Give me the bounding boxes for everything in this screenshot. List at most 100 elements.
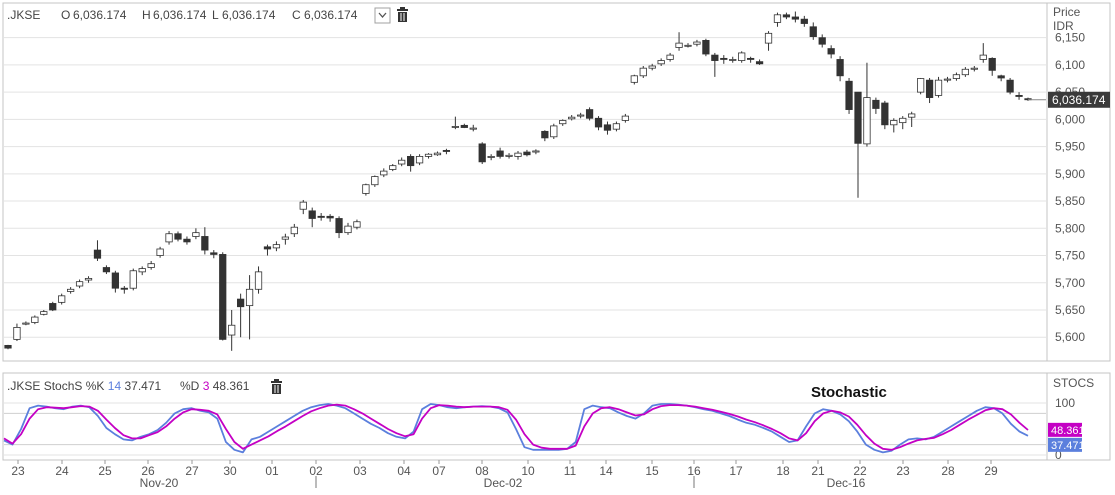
ohlc-low-key: L [212, 8, 219, 22]
candle [31, 315, 39, 325]
candle-body [541, 130, 549, 139]
candle-body [317, 215, 325, 218]
candle [881, 100, 889, 130]
ohlc-high-value: 6,036.174 [153, 8, 207, 22]
price-y-tick: 5,850 [1055, 194, 1085, 208]
x-axis-day: 21 [811, 460, 825, 478]
candle [4, 344, 12, 350]
candle-body [469, 127, 477, 130]
x-axis-day: 22 [853, 460, 867, 478]
x-axis-day: 08 [475, 460, 489, 478]
candle-body [961, 68, 969, 76]
candle [988, 57, 996, 76]
x-tick-label: 24 [55, 464, 69, 478]
x-tick-label: 11 [564, 464, 577, 478]
candle-body [773, 14, 782, 23]
x-axis-day: 04 [397, 460, 411, 478]
x-tick-label: 27 [185, 464, 199, 478]
candle [809, 22, 817, 40]
candle [657, 58, 665, 66]
candle [272, 241, 281, 252]
candle-body [263, 246, 272, 250]
trash-icon[interactable] [271, 379, 282, 394]
stoch-grid [4, 402, 1046, 456]
candle-body [881, 102, 889, 126]
candle-body [988, 57, 996, 71]
candle-body [407, 156, 415, 167]
candle [505, 153, 513, 159]
x-axis-day: 24 [55, 460, 69, 478]
candle-body [585, 109, 594, 119]
candle [308, 207, 316, 228]
candle-body [156, 248, 164, 256]
candle-body [237, 298, 245, 308]
candle [970, 65, 978, 72]
candle [639, 65, 647, 78]
price-symbol: .JKSE [7, 8, 40, 22]
candle-body [764, 32, 773, 44]
candle-body [183, 238, 191, 243]
candle-body [254, 271, 263, 290]
candle-body [899, 117, 907, 124]
candle [129, 268, 137, 291]
candle [299, 199, 307, 215]
x-tick-label: 03 [353, 464, 367, 478]
candle-body [299, 201, 307, 210]
candle [791, 11, 799, 23]
chevron-down-icon[interactable] [374, 7, 391, 24]
candle-body [228, 324, 236, 336]
candle-body [505, 154, 513, 157]
candle [183, 236, 191, 245]
candle-body [630, 75, 638, 83]
last-price-tag: 6,036.174 [1048, 91, 1110, 108]
stoch-header: .JKSE StochS %K 14 37.471 [7, 379, 162, 393]
x-axis-day: 25 [98, 460, 112, 478]
candle-body [1015, 95, 1023, 97]
x-axis-day: 26 [141, 460, 155, 478]
x-tick-label: 02 [309, 464, 323, 478]
candle-body [845, 80, 853, 110]
candle [863, 62, 871, 147]
candle [344, 222, 352, 235]
candle-body [657, 60, 665, 65]
candle [782, 12, 791, 20]
candle-body [335, 218, 343, 234]
candle-body [872, 99, 880, 109]
candle-body [281, 236, 289, 240]
candle-body [120, 287, 128, 290]
candle-body [854, 91, 862, 144]
price-y-tick: 6,150 [1055, 31, 1085, 45]
candle [380, 168, 388, 178]
candle [210, 250, 218, 259]
trash-icon[interactable] [397, 7, 408, 22]
candle-body [836, 59, 844, 77]
candle-body [693, 41, 701, 45]
x-axis-day: 23 [11, 460, 25, 478]
candle [755, 59, 764, 65]
candle-body [666, 54, 674, 60]
price-axis-currency: IDR [1053, 19, 1074, 33]
candle-body [362, 184, 370, 194]
candle-body [102, 267, 111, 273]
candle [174, 231, 182, 242]
candle [577, 112, 585, 119]
stoch-k-tag-value: 37.471 [1051, 440, 1085, 452]
stoch-d-label: %D [180, 379, 200, 393]
candle [433, 151, 442, 156]
x-axis-day: 29 [984, 460, 998, 478]
x-tick-label: 16 [687, 464, 701, 478]
candle [854, 91, 862, 198]
candle [1015, 92, 1023, 100]
price-y-tick: 5,950 [1055, 140, 1085, 154]
candle [585, 107, 594, 121]
candle-body [380, 170, 388, 176]
candle-body [478, 143, 486, 163]
x-tick-label: 04 [397, 464, 411, 478]
candle [460, 123, 468, 129]
candle [22, 321, 30, 326]
candle-body [389, 165, 397, 170]
candle [979, 43, 987, 63]
candle-body [111, 272, 119, 289]
candle [523, 149, 531, 157]
candle [917, 77, 925, 95]
